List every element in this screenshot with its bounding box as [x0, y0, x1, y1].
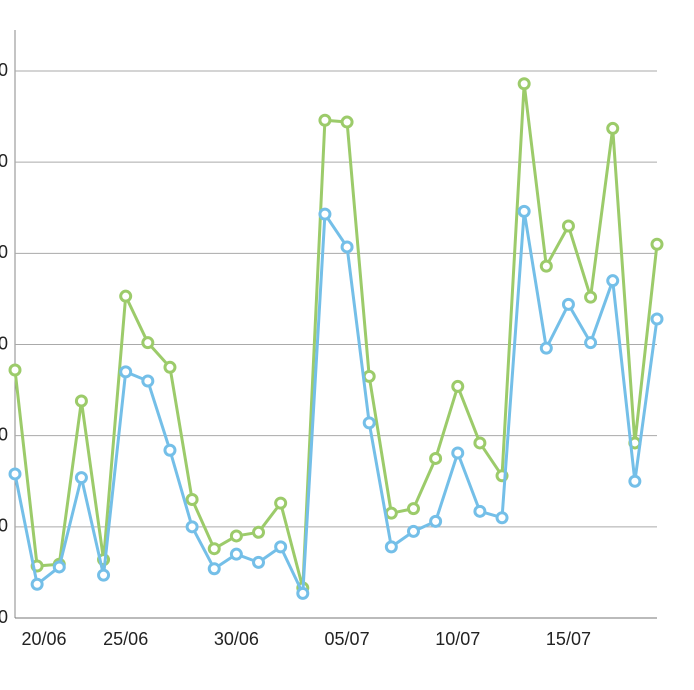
y-tick-label: 50: [0, 151, 8, 171]
point-marker: [561, 297, 575, 311]
point-marker: [473, 504, 487, 518]
point-marker: [517, 204, 531, 218]
point-marker: [141, 336, 155, 350]
point-marker: [229, 547, 243, 561]
point-marker: [296, 586, 310, 600]
point-marker: [274, 496, 288, 510]
point-marker: [119, 365, 133, 379]
point-marker: [429, 514, 443, 528]
point-marker: [451, 379, 465, 393]
point-marker: [539, 259, 553, 273]
point-marker: [584, 290, 598, 304]
series-line: [13, 82, 659, 590]
point-marker: [163, 443, 177, 457]
y-tick-label: 0: [0, 607, 8, 627]
point-marker: [318, 207, 332, 221]
x-tick-label: 05/07: [325, 629, 370, 649]
point-marker: [340, 115, 354, 129]
point-marker: [584, 336, 598, 350]
point-marker: [229, 529, 243, 543]
point-marker: [517, 77, 531, 91]
point-marker: [650, 312, 664, 326]
point-marker: [252, 525, 266, 539]
point-marker: [384, 506, 398, 520]
x-tick-label: 15/07: [546, 629, 591, 649]
point-marker: [252, 555, 266, 569]
point-marker: [340, 240, 354, 254]
x-tick-label: 25/06: [103, 629, 148, 649]
point-marker: [52, 560, 66, 574]
point-marker: [606, 274, 620, 288]
point-marker: [606, 121, 620, 135]
point-marker: [141, 374, 155, 388]
point-marker: [406, 524, 420, 538]
y-tick-label: 30: [0, 333, 8, 353]
point-marker: [8, 363, 22, 377]
point-marker: [119, 289, 133, 303]
point-marker: [429, 451, 443, 465]
x-tick-label: 10/07: [435, 629, 480, 649]
point-marker: [406, 502, 420, 516]
y-tick-label: 40: [0, 242, 8, 262]
point-marker: [473, 436, 487, 450]
y-tick-label: 10: [0, 516, 8, 536]
point-marker: [539, 341, 553, 355]
point-marker: [207, 542, 221, 556]
point-marker: [30, 577, 44, 591]
point-marker: [74, 394, 88, 408]
point-marker: [274, 540, 288, 554]
point-marker: [318, 113, 332, 127]
point-marker: [362, 369, 376, 383]
point-marker: [650, 237, 664, 251]
point-marker: [74, 471, 88, 485]
point-marker: [163, 360, 177, 374]
point-marker: [628, 474, 642, 488]
point-marker: [8, 467, 22, 481]
point-marker: [451, 446, 465, 460]
x-tick-label: 20/06: [21, 629, 66, 649]
point-marker: [362, 416, 376, 430]
x-tick-label: 30/06: [214, 629, 259, 649]
point-marker: [384, 540, 398, 554]
point-marker: [495, 511, 509, 525]
point-marker: [561, 219, 575, 233]
point-marker: [97, 568, 111, 582]
y-tick-label: 20: [0, 424, 8, 444]
point-marker: [185, 520, 199, 534]
point-marker: [207, 562, 221, 576]
point-marker: [185, 492, 199, 506]
y-tick-label: 60: [0, 60, 8, 80]
series-line: [13, 209, 659, 595]
